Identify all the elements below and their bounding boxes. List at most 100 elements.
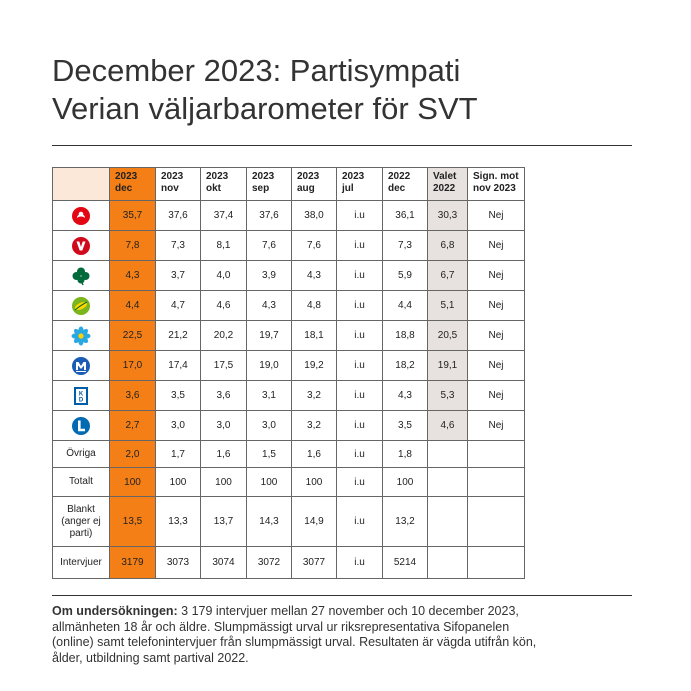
cell-value: i.u (336, 320, 383, 351)
cell-value: 7,6 (291, 230, 337, 261)
cell-value: 3,1 (246, 380, 292, 411)
cell-value: 3074 (200, 546, 247, 579)
cell-value (427, 546, 468, 579)
cell-value: 13,5 (109, 496, 156, 547)
header-valet-2022: Valet 2022 (427, 167, 468, 201)
cell-value: Nej (467, 230, 525, 261)
top-divider (52, 145, 632, 146)
cell-value: 3179 (109, 546, 156, 579)
row-logo-cell (52, 320, 110, 351)
cell-value: Nej (467, 200, 525, 231)
cell-value: 3,6 (200, 380, 247, 411)
footnote-heading: Om undersökningen: (52, 604, 178, 618)
cell-value: i.u (336, 290, 383, 321)
cell-value: 4,4 (382, 290, 428, 321)
row-logo-cell (52, 200, 110, 231)
cell-value (427, 496, 468, 547)
cell-value: 3,2 (291, 410, 337, 441)
cell-value: 3073 (155, 546, 201, 579)
cell-value: 13,7 (200, 496, 247, 547)
header-row: 2023 dec 2023 nov 2023 okt 2023 sep 2023 aug … (52, 167, 525, 201)
cell-value: 13,2 (382, 496, 428, 547)
cell-value: i.u (336, 230, 383, 261)
cell-value: Nej (467, 260, 525, 291)
cell-value (467, 496, 525, 547)
cell-value: 17,4 (155, 350, 201, 381)
cell-value: 4,3 (291, 260, 337, 291)
cell-value (467, 467, 525, 497)
cell-value: 3,0 (155, 410, 201, 441)
row-label: Totalt (52, 467, 110, 497)
cell-value: 21,2 (155, 320, 201, 351)
row-logo-cell (52, 410, 110, 441)
cell-value: 35,7 (109, 200, 156, 231)
header-2023-okt: 2023 okt (200, 167, 247, 201)
sweden-democrats-flower-icon (71, 326, 91, 345)
cell-value: 3,0 (200, 410, 247, 441)
cell-value: 100 (200, 467, 247, 497)
cell-value: i.u (336, 496, 383, 547)
page-title: December 2023: Partisympati Verian välja… (52, 52, 652, 128)
cell-value: 19,1 (427, 350, 468, 381)
table-row: Totalt 100 100 100 100 100 i.u 100 (52, 467, 525, 497)
cell-value: 3077 (291, 546, 337, 579)
cell-value: 4,6 (200, 290, 247, 321)
cell-value: 19,7 (246, 320, 292, 351)
cell-value (427, 467, 468, 497)
cell-value: 3,0 (246, 410, 292, 441)
cell-value: 3,7 (155, 260, 201, 291)
row-logo-cell (52, 260, 110, 291)
row-label: Intervjuer (52, 546, 110, 579)
cell-value: Nej (467, 380, 525, 411)
cell-value: 4,6 (427, 410, 468, 441)
cell-value: 2,7 (109, 410, 156, 441)
cell-value: 19,2 (291, 350, 337, 381)
row-label: Övriga (52, 440, 110, 468)
header-corner (52, 167, 110, 201)
svg-text:K: K (79, 391, 84, 397)
header-2023-dec: 2023 dec (109, 167, 156, 201)
social-democrats-rose-icon (72, 206, 90, 225)
cell-value: 3,2 (291, 380, 337, 411)
table-row: 35,7 37,6 37,4 37,6 38,0 i.u 36,1 30,3 N… (52, 200, 525, 231)
header-sign: Sign. mot nov 2023 (467, 167, 525, 201)
cell-value: 1,6 (291, 440, 337, 468)
green-party-leaf-icon (72, 296, 90, 315)
survey-footnote: Om undersökningen: 3 179 intervjuer mell… (52, 604, 552, 666)
cell-value: 14,9 (291, 496, 337, 547)
cell-value: 5,1 (427, 290, 468, 321)
cell-value: 38,0 (291, 200, 337, 231)
cell-value: i.u (336, 200, 383, 231)
cell-value: 18,2 (382, 350, 428, 381)
row-logo-cell: K D (52, 380, 110, 411)
cell-value: 1,8 (382, 440, 428, 468)
centre-party-clover-icon (72, 267, 90, 285)
cell-value: i.u (336, 440, 383, 468)
left-party-v-icon (72, 236, 90, 255)
cell-value: 37,4 (200, 200, 247, 231)
cell-value: 7,3 (382, 230, 428, 261)
cell-value: 1,6 (200, 440, 247, 468)
cell-value: 3,9 (246, 260, 292, 291)
cell-value: 7,8 (109, 230, 156, 261)
cell-value: 13,3 (155, 496, 201, 547)
cell-value: 4,3 (382, 380, 428, 411)
results-table: 2023 dec 2023 nov 2023 okt 2023 sep 2023 aug … (52, 167, 525, 579)
cell-value: i.u (336, 546, 383, 579)
cell-value: 4,3 (246, 290, 292, 321)
cell-value: 5,9 (382, 260, 428, 291)
table-row: 4,3 3,7 4,0 3,9 4,3 i.u 5,9 6,7 Nej (52, 260, 525, 291)
moderates-m-icon (72, 356, 90, 375)
cell-value: 7,6 (246, 230, 292, 261)
cell-value: Nej (467, 290, 525, 321)
svg-text:D: D (79, 397, 84, 403)
cell-value: 18,1 (291, 320, 337, 351)
cell-value: 5214 (382, 546, 428, 579)
cell-value: 30,3 (427, 200, 468, 231)
cell-value: 3,5 (155, 380, 201, 411)
cell-value: 7,3 (155, 230, 201, 261)
cell-value: 37,6 (246, 200, 292, 231)
cell-value: 36,1 (382, 200, 428, 231)
cell-value: i.u (336, 410, 383, 441)
table-row: K D 3,6 3,5 3,6 3,1 3,2 i.u 4,3 5,3 Nej (52, 380, 525, 411)
